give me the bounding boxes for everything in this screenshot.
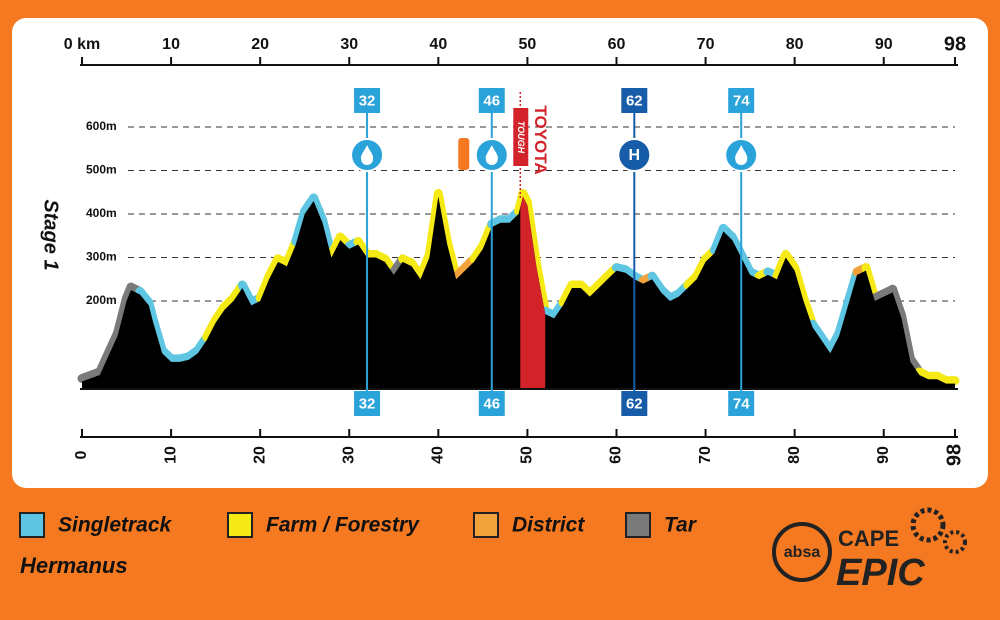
legend-swatch	[227, 512, 253, 538]
x-tick-label: 10	[162, 446, 179, 464]
logo-bank: absa	[784, 544, 821, 561]
x-tick-label-top: 40	[429, 36, 447, 53]
surface-segment	[113, 293, 132, 338]
marker-symbol: H	[629, 147, 641, 164]
location: Hermanus	[20, 553, 128, 578]
y-tick-label: 400m	[86, 206, 117, 220]
marker-label-bottom: 74	[733, 395, 750, 412]
marker-box	[354, 88, 381, 113]
surface-segment	[531, 258, 550, 316]
x-tick-label: 0	[73, 450, 90, 459]
legend-swatch	[19, 512, 45, 538]
surface-segment	[522, 197, 541, 268]
surface-segment	[843, 267, 862, 307]
surface-segment	[148, 315, 167, 355]
x-tick-label-top: 98	[944, 33, 966, 55]
toyota-flag	[513, 108, 529, 166]
legend-label: Tar	[664, 514, 698, 537]
logo-line1: CAPE	[838, 526, 899, 551]
surface-segment	[291, 206, 310, 246]
x-tick-label-top: 70	[697, 36, 715, 53]
surface-segment	[790, 263, 809, 303]
plot: 200m 300m 400m 500m 600m 0 km 10 20 30 40 50 60 70 80…	[64, 33, 966, 466]
x-tick-label: 40	[430, 446, 447, 464]
stage-label: Stage 1	[40, 199, 62, 270]
x-tick-label-top: 0 km	[64, 36, 100, 53]
marker-box	[728, 88, 755, 113]
logo-gear	[943, 530, 967, 554]
logo: absa CAPE EPIC	[772, 507, 967, 594]
surface-segment	[861, 263, 880, 303]
surface-segment	[897, 310, 915, 364]
x-tick-label-top: 60	[608, 36, 626, 53]
marker-box	[478, 88, 505, 113]
surface-segment	[834, 297, 853, 338]
feed-zone	[458, 138, 470, 170]
x-tick-label: 30	[340, 446, 357, 464]
water-drop	[485, 145, 498, 165]
marker-label-top: 74	[733, 92, 750, 109]
x-tick-label: 70	[697, 446, 714, 464]
marker-label-bottom: 32	[359, 395, 376, 412]
y-tick-label: 500m	[86, 163, 117, 177]
x-tick-label-top: 80	[786, 36, 804, 53]
x-tick-label-top: 10	[162, 36, 180, 53]
logo-ring	[772, 522, 832, 582]
logo-line2: EPIC	[836, 552, 925, 594]
legend-swatch	[625, 512, 651, 538]
marker-label-bottom: 46	[483, 395, 500, 412]
legend-label: Farm / Forestry	[266, 514, 420, 537]
elevation-area	[82, 196, 955, 388]
water-drop	[360, 145, 374, 165]
surface-segment	[95, 328, 123, 377]
legend-swatch	[473, 512, 499, 538]
marker-box	[478, 391, 505, 416]
x-tick-label: 90	[875, 446, 892, 464]
x-tick-label: 60	[608, 446, 625, 464]
marker-box	[728, 391, 755, 416]
x-tick-label-top: 50	[519, 36, 537, 53]
marker-box	[621, 88, 648, 113]
x-tick-label: 80	[786, 446, 803, 464]
legend-label: Singletrack	[58, 514, 173, 537]
surface-segment	[888, 284, 907, 320]
marker-box	[354, 391, 381, 416]
y-tick-label: 300m	[86, 250, 117, 264]
x-tick-label: 98	[943, 444, 965, 466]
x-tick-label: 50	[519, 446, 536, 464]
marker-label-top: 62	[626, 92, 643, 109]
logo-gear	[910, 507, 946, 543]
x-tick-label-top: 30	[340, 36, 358, 53]
marker-icon	[617, 138, 652, 172]
surface-segment	[799, 293, 817, 329]
y-tick-label: 200m	[86, 293, 117, 307]
y-tick-label: 600m	[86, 119, 117, 133]
surface-segment	[433, 189, 452, 246]
marker-label-top: 32	[359, 92, 376, 109]
surface-segment	[442, 236, 461, 281]
x-tick-label-top: 20	[251, 36, 269, 53]
toyota-sublabel: TOUGH	[516, 121, 526, 154]
x-tick-label: 20	[251, 446, 268, 464]
marker-label-bottom: 62	[626, 395, 643, 412]
legend-label: District	[512, 514, 585, 537]
water-drop	[735, 145, 748, 165]
marker-label-top: 46	[483, 92, 500, 109]
x-tick-label-top: 90	[875, 36, 893, 53]
marker-box	[621, 391, 648, 416]
toyota-label: TOYOTA	[531, 105, 550, 174]
legend: Singletrack Farm / Forestry District Tar	[19, 512, 698, 538]
